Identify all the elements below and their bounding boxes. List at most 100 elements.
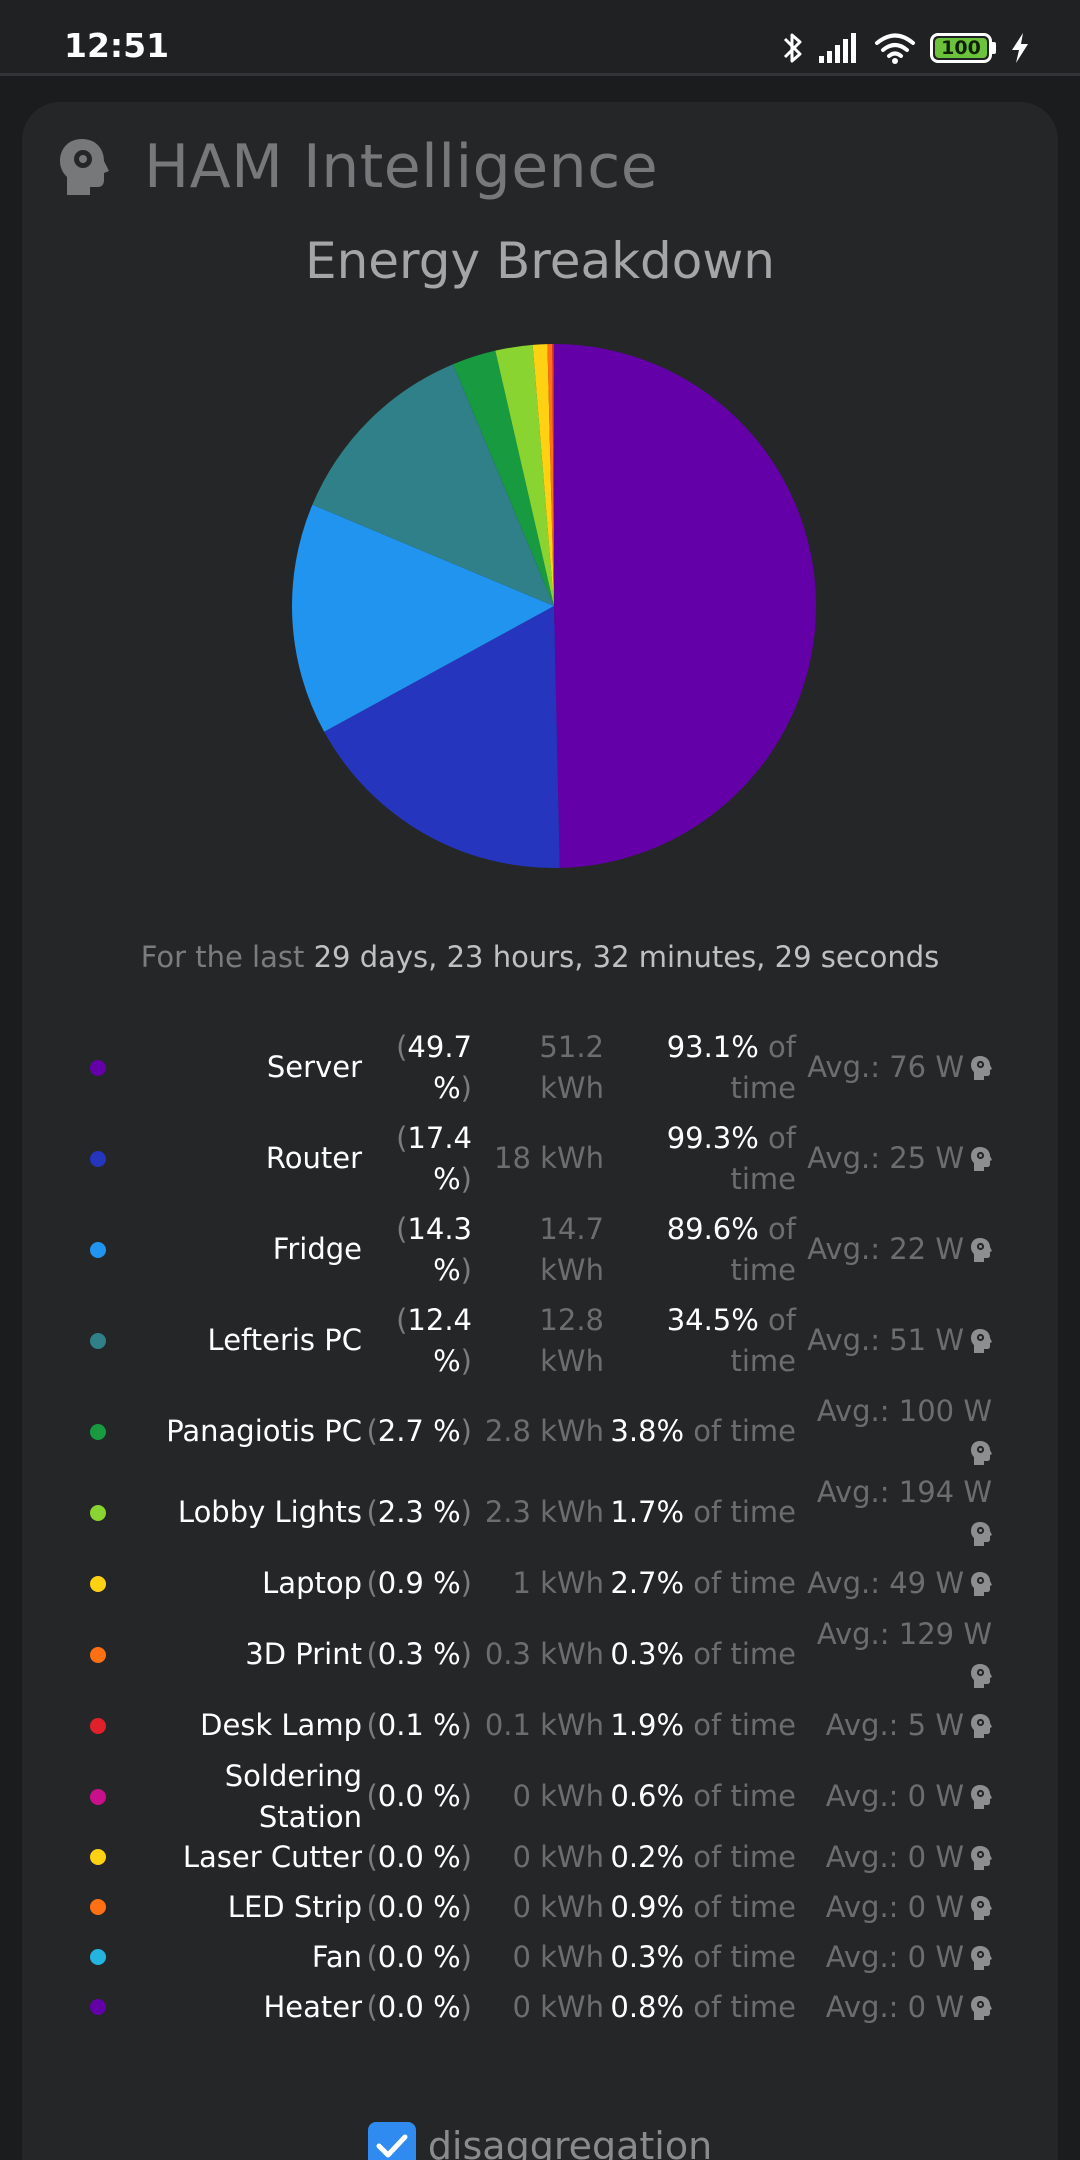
device-uptime-cell: 0.3% of time bbox=[604, 1634, 796, 1675]
head-gear-icon[interactable] bbox=[970, 1521, 992, 1547]
device-average: Avg.: 22 W bbox=[807, 1232, 964, 1266]
device-average: Avg.: 0 W bbox=[825, 1839, 964, 1874]
device-uptime-cell: 3.8% of time bbox=[604, 1411, 796, 1452]
device-percent: 0.0 % bbox=[377, 1779, 461, 1813]
device-percent-cell: (49.7 %) bbox=[362, 1027, 474, 1109]
legend-dot bbox=[90, 1646, 106, 1663]
device-percent: 12.4 % bbox=[407, 1302, 472, 1378]
device-uptime-cell: 99.3% of time bbox=[604, 1118, 796, 1200]
legend-dot-cell bbox=[72, 1059, 128, 1076]
paren-close: ) bbox=[460, 1566, 472, 1600]
head-gear-icon[interactable] bbox=[970, 1055, 992, 1081]
disaggregation-toggle[interactable]: disaggregation bbox=[22, 2122, 1058, 2160]
of-time-label: of time bbox=[730, 1211, 796, 1287]
legend-dot-cell bbox=[72, 1999, 128, 2015]
device-row: Heater (0.0 %) 0 kWh 0.8% of time Avg.: 0 W bbox=[72, 1982, 1022, 2032]
pie-slice-panagiotis-pc[interactable] bbox=[453, 350, 554, 606]
paren-close: ) bbox=[460, 1495, 472, 1529]
device-average-cell: Avg.: 0 W bbox=[796, 1887, 992, 1928]
device-uptime: 0.3% bbox=[610, 1637, 685, 1671]
device-percent-cell: (0.0 %) bbox=[362, 1837, 474, 1878]
legend-dot bbox=[90, 1332, 106, 1349]
device-energy: 2.8 kWh bbox=[484, 1414, 604, 1448]
device-percent: 0.0 % bbox=[377, 1839, 461, 1874]
device-average: Avg.: 25 W bbox=[807, 1141, 964, 1175]
pie-slice-router[interactable] bbox=[324, 606, 560, 868]
device-percent-cell: (14.3 %) bbox=[362, 1209, 474, 1291]
device-energy: 1 kWh bbox=[512, 1566, 604, 1600]
device-percent: 2.7 % bbox=[377, 1414, 461, 1448]
head-gear-icon[interactable] bbox=[970, 1571, 992, 1597]
device-uptime: 99.3% bbox=[666, 1120, 759, 1155]
paren-open: ( bbox=[366, 1939, 378, 1974]
device-percent: 0.0 % bbox=[377, 1939, 461, 1974]
paren-close: ) bbox=[460, 1989, 472, 2024]
legend-dot bbox=[90, 1059, 106, 1076]
status-icons: 100 bbox=[782, 28, 1030, 68]
legend-dot-cell bbox=[72, 1504, 128, 1521]
device-average-cell: Avg.: 5 W bbox=[796, 1705, 992, 1746]
device-energy: 0 kWh bbox=[512, 1779, 604, 1813]
head-gear-icon[interactable] bbox=[970, 1713, 992, 1739]
charging-icon bbox=[1012, 33, 1028, 63]
head-gear-icon[interactable] bbox=[970, 1845, 992, 1871]
paren-open: ( bbox=[396, 1211, 408, 1246]
head-gear-icon[interactable] bbox=[970, 1440, 992, 1466]
head-gear-icon[interactable] bbox=[970, 1995, 992, 2021]
device-uptime-cell: 2.7% of time bbox=[604, 1563, 796, 1604]
head-gear-icon[interactable] bbox=[970, 1945, 992, 1971]
device-percent: 49.7 % bbox=[407, 1029, 472, 1105]
of-time-label: of time bbox=[693, 1637, 796, 1671]
device-average-cell: Avg.: 0 W bbox=[796, 1987, 992, 2028]
device-average-cell: Avg.: 129 W bbox=[796, 1614, 992, 1696]
device-name: Router bbox=[265, 1141, 362, 1175]
pie-slice-fridge[interactable] bbox=[292, 504, 554, 732]
pie-slice-laptop[interactable] bbox=[532, 344, 554, 606]
head-gear-icon[interactable] bbox=[970, 1895, 992, 1921]
head-gear-icon[interactable] bbox=[970, 1328, 992, 1354]
of-time-label: of time bbox=[693, 1414, 796, 1448]
device-percent: 0.9 % bbox=[377, 1566, 461, 1600]
pie-slice-desk-lamp[interactable] bbox=[552, 344, 554, 606]
legend-dot-cell bbox=[72, 1241, 128, 1258]
paren-open: ( bbox=[396, 1120, 408, 1155]
legend-dot bbox=[90, 1423, 106, 1440]
pie-slice-lefteris-pc[interactable] bbox=[312, 364, 554, 606]
legend-dot bbox=[90, 1849, 106, 1865]
legend-dot bbox=[90, 1504, 106, 1521]
pie-slice-lobby-lights[interactable] bbox=[495, 344, 554, 606]
legend-dot bbox=[90, 1899, 106, 1915]
head-gear-icon[interactable] bbox=[970, 1663, 992, 1689]
device-row: Laser Cutter (0.0 %) 0 kWh 0.2% of time Avg.… bbox=[72, 1832, 1022, 1882]
device-average-cell: Avg.: 100 W bbox=[796, 1391, 992, 1473]
paren-open: ( bbox=[366, 1779, 378, 1813]
device-percent-cell: (0.1 %) bbox=[362, 1705, 474, 1746]
of-time-label: of time bbox=[693, 1708, 796, 1742]
paren-close: ) bbox=[460, 1343, 472, 1378]
device-percent: 2.3 % bbox=[377, 1495, 461, 1529]
paren-close: ) bbox=[460, 1779, 472, 1813]
head-gear-icon[interactable] bbox=[970, 1784, 992, 1810]
device-percent: 14.3 % bbox=[407, 1211, 472, 1287]
disaggregation-checkbox[interactable] bbox=[367, 2122, 416, 2160]
pie-chart[interactable] bbox=[274, 326, 834, 886]
paren-open: ( bbox=[366, 1414, 378, 1448]
pie-slice-server[interactable] bbox=[554, 344, 816, 868]
status-time: 12:51 bbox=[64, 26, 170, 65]
device-uptime-cell: 93.1% of time bbox=[604, 1027, 796, 1109]
device-uptime-cell: 0.8% of time bbox=[604, 1987, 796, 2028]
paren-close: ) bbox=[460, 1414, 472, 1448]
of-time-label: of time bbox=[693, 1989, 796, 2024]
device-average: Avg.: 76 W bbox=[807, 1050, 964, 1084]
legend-dot-cell bbox=[72, 1575, 128, 1592]
pie-slice-3d-print[interactable] bbox=[547, 344, 554, 606]
device-name: Panagiotis PC bbox=[166, 1414, 362, 1448]
of-time-label: of time bbox=[730, 1029, 796, 1105]
legend-dot-cell bbox=[72, 1423, 128, 1440]
disaggregation-label: disaggregation bbox=[427, 2124, 713, 2160]
signal-icon bbox=[819, 33, 856, 63]
device-uptime-cell: 1.9% of time bbox=[604, 1705, 796, 1746]
head-gear-icon[interactable] bbox=[970, 1237, 992, 1263]
head-gear-icon[interactable] bbox=[970, 1146, 992, 1172]
legend-dot-cell bbox=[72, 1788, 128, 1805]
